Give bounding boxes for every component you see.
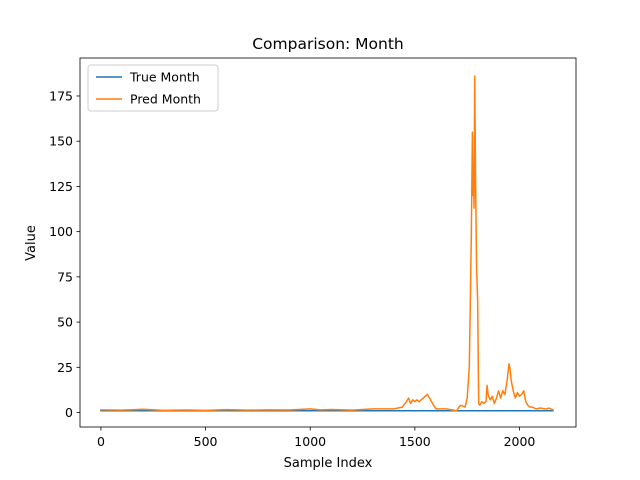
- y-tick-label: 75: [57, 269, 73, 284]
- y-tick-label: 175: [49, 88, 73, 103]
- chart-title: Comparison: Month: [252, 35, 404, 53]
- x-axis-label: Sample Index: [284, 456, 373, 471]
- x-tick-label: 1000: [294, 434, 326, 449]
- y-tick-label: 50: [57, 315, 73, 330]
- x-tick-label: 2000: [504, 434, 536, 449]
- legend-label-2: Pred Month: [130, 92, 201, 107]
- x-tick-label: 1500: [399, 434, 431, 449]
- x-tick-label: 0: [97, 434, 105, 449]
- y-axis-label: Value: [24, 225, 39, 261]
- plot-frame: [79, 57, 577, 428]
- x-tick-label: 500: [194, 434, 218, 449]
- axes-layer: 0 500 1000 1500 2000 0 25 50 75 100 125 150 175: [49, 57, 577, 449]
- y-tick-label: 0: [65, 405, 73, 420]
- y-tick-label: 25: [57, 360, 73, 375]
- legend-label-1: True Month: [129, 70, 200, 85]
- y-tick-label: 100: [49, 224, 73, 239]
- series-line-2: [100, 75, 554, 412]
- series-layer: [100, 75, 554, 412]
- y-tick-label: 125: [49, 179, 73, 194]
- y-tick-label: 150: [49, 134, 73, 149]
- legend: True Month Pred Month: [87, 64, 219, 112]
